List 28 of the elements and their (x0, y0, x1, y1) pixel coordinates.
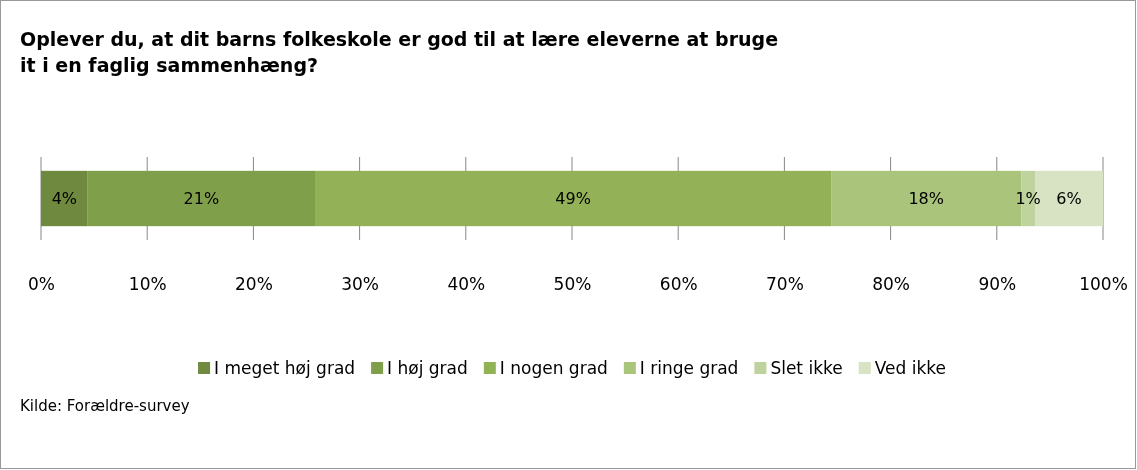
legend-label: I meget høj grad (214, 357, 356, 378)
chart-title: Oplever du, at dit barns folkeskole er god til at lære eleverne at bruge it i en faglig sammenhæng? (20, 28, 779, 76)
x-tick-label: 90% (978, 274, 1017, 295)
x-tick-label: 0% (28, 274, 55, 295)
x-tick-label: 100% (1079, 274, 1128, 295)
legend-label: Ved ikke (874, 357, 946, 378)
legend-label: I høj grad (387, 357, 468, 378)
data-label: 6% (1056, 189, 1082, 209)
x-tick-label: 10% (128, 274, 167, 295)
data-label: 21% (183, 189, 220, 209)
x-tick-label: 20% (235, 274, 273, 295)
legend-label: I nogen grad (499, 357, 608, 378)
text: Kilde: Forældre-survey (20, 397, 190, 415)
bar (315, 170, 832, 227)
x-tick-label: 70% (766, 274, 804, 295)
bar (87, 170, 315, 227)
legend-label: Slet ikke (770, 357, 843, 378)
data-label: 4% (51, 189, 78, 209)
bar (41, 170, 88, 227)
x-tick-label: 60% (659, 274, 698, 295)
data-label: 18% (908, 189, 944, 209)
data-label: 1% (1015, 189, 1041, 209)
data-label: 49% (555, 189, 591, 209)
legend-label: I ringe grad (639, 357, 739, 378)
x-tick-label: 40% (447, 274, 486, 295)
x-tick-label: 50% (553, 274, 592, 295)
x-tick-label: 80% (872, 274, 910, 295)
x-tick-label: 30% (341, 274, 379, 295)
